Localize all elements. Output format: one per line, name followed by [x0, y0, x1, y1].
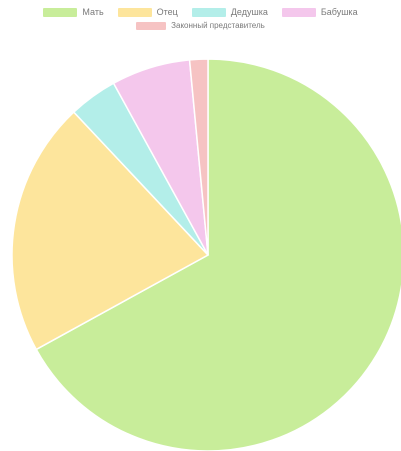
chart-legend: Мать Отец Дедушка Бабушка Законный предс…: [0, 6, 401, 32]
slice-father[interactable]: [11, 111, 210, 351]
legend-label-legal-guardian: Законный представитель: [171, 21, 265, 30]
slice-legal-guardian[interactable]: [188, 58, 209, 256]
legend-swatch-grandmother: [281, 8, 316, 17]
legend-item-grandfather[interactable]: Дедушка: [191, 6, 268, 19]
legend-row-2: Законный представитель: [0, 19, 401, 32]
pie-slices: [11, 58, 401, 451]
legend-item-grandmother[interactable]: Бабушка: [281, 6, 358, 19]
legend-label-father: Отец: [156, 7, 178, 17]
legend-swatch-legal-guardian: [136, 21, 167, 30]
legend-swatch-grandfather: [191, 8, 226, 17]
legend-item-mother[interactable]: Мать: [43, 6, 104, 19]
legend-item-legal-guardian[interactable]: Законный представитель: [136, 19, 265, 32]
legend-swatch-father: [117, 8, 152, 17]
legend-label-grandfather: Дедушка: [230, 7, 268, 17]
legend-label-grandmother: Бабушка: [320, 7, 358, 17]
legend-swatch-mother: [43, 8, 78, 17]
legend-label-mother: Мать: [82, 7, 104, 17]
legend-row-1: Мать Отец Дедушка Бабушка: [0, 6, 401, 19]
legend-item-father[interactable]: Отец: [117, 6, 178, 19]
slice-mother[interactable]: [35, 58, 401, 451]
